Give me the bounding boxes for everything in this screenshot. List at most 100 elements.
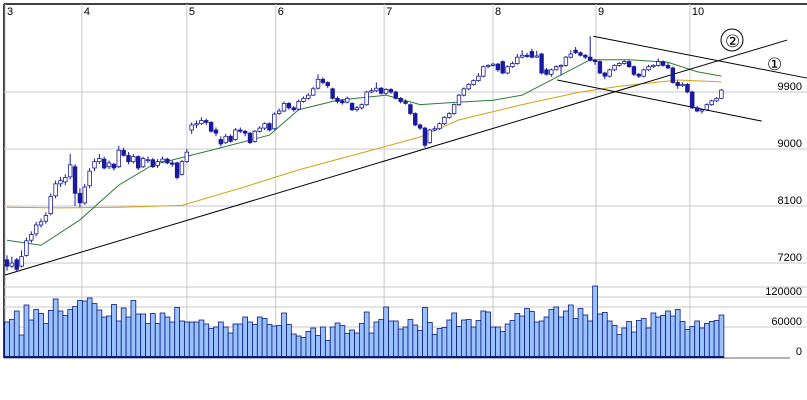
candle-down (291, 107, 296, 111)
candle-up (481, 66, 486, 77)
volume-bar (616, 334, 623, 358)
candle-down (529, 51, 535, 58)
volume-bar (77, 300, 83, 358)
candle-down (524, 54, 530, 57)
candle-up (223, 135, 228, 144)
trendline (593, 35, 807, 79)
candle-down (335, 97, 340, 102)
candle-down (14, 259, 19, 270)
volume-bar (349, 329, 355, 358)
volume-bar (38, 313, 44, 358)
volume-bar (446, 319, 453, 358)
volume-bar (368, 332, 375, 358)
volume-bar (480, 310, 487, 358)
volume-bar (402, 326, 409, 358)
volume-bar (582, 314, 589, 358)
candle-up (301, 97, 306, 102)
candle-up (651, 65, 656, 68)
moving-average-short (6, 59, 722, 246)
volume-bar (18, 334, 25, 358)
volume-bar (81, 300, 88, 358)
volume-bar (587, 320, 594, 358)
volume-bar (636, 320, 642, 358)
month-label: 4 (84, 6, 90, 18)
candle-down (583, 54, 588, 58)
volume-bar (149, 313, 156, 358)
volume-bar (266, 324, 273, 358)
candle-down (544, 69, 549, 75)
volume-bar (4, 321, 10, 358)
candle-down (573, 49, 578, 54)
candle-down (218, 139, 224, 145)
price-tick-label: 8100 (778, 195, 802, 207)
volume-bar (57, 310, 64, 358)
axis-labels: 3 4 5 6 7 8 9 10 9900 9000 8100 7200 120000 60000 0 (7, 6, 802, 358)
candle-down (398, 97, 403, 102)
candle-down (665, 65, 671, 69)
candle-up (558, 65, 564, 68)
volume-bar (563, 310, 569, 358)
volume-bar (363, 311, 370, 358)
price-tick-label: 7200 (778, 252, 802, 264)
volume-bar (9, 319, 15, 358)
candle-up (568, 53, 573, 58)
volume-bar (674, 309, 681, 358)
candle-down (495, 63, 501, 71)
volume-bar (490, 326, 496, 358)
volume-bar (295, 335, 302, 358)
volume-bar (660, 315, 666, 358)
volume-bar (509, 320, 516, 358)
candle-down (500, 61, 505, 74)
month-label: 3 (7, 6, 13, 18)
volume-bar (227, 332, 234, 358)
volume-bar (315, 335, 321, 358)
volume-bar (324, 340, 331, 358)
volume-bar (145, 323, 151, 358)
volume-bar (543, 316, 550, 358)
volume-bar (699, 327, 705, 358)
candle-down (126, 154, 131, 163)
volume-bar (154, 323, 161, 358)
volume-bar (412, 324, 419, 358)
candle-down (592, 59, 598, 62)
candle-up (116, 149, 121, 168)
volume-bar (392, 320, 399, 358)
volume-bar (611, 325, 618, 358)
candle-up (510, 63, 515, 68)
volume-bar (655, 316, 662, 358)
annotation-2: ② (720, 28, 744, 52)
candle-down (213, 129, 219, 134)
volume-bar (115, 320, 122, 358)
candle-up (617, 63, 622, 66)
candle-down (247, 132, 253, 144)
candle-up (38, 221, 44, 226)
volume-bar (645, 327, 652, 358)
candle-down (660, 61, 666, 66)
candle-up (281, 103, 287, 112)
candle-up (92, 161, 97, 169)
candle-down (72, 166, 78, 194)
candle-down (690, 91, 695, 109)
candle-up (374, 87, 379, 92)
volume-bar (101, 316, 108, 358)
volume-bar (665, 310, 671, 358)
candle-down (422, 127, 428, 146)
candle-up (364, 91, 369, 106)
volume-bar (470, 326, 477, 358)
candle-down (121, 149, 126, 156)
volume-bar (475, 320, 482, 358)
volume-bar (679, 321, 686, 358)
candle-down (330, 88, 335, 99)
moving-average-long (6, 79, 722, 209)
candle-down (379, 87, 384, 94)
volume-bar (344, 333, 351, 358)
candle-up (43, 215, 49, 222)
candle-down (675, 82, 680, 87)
volume-tick-label: 60000 (771, 316, 802, 328)
candle-up (709, 100, 714, 106)
candle-down (417, 124, 423, 129)
volume-bar (397, 328, 404, 358)
candle-up (155, 161, 160, 166)
volume-bar (28, 319, 35, 358)
volume-tick-label: 120000 (765, 286, 802, 298)
